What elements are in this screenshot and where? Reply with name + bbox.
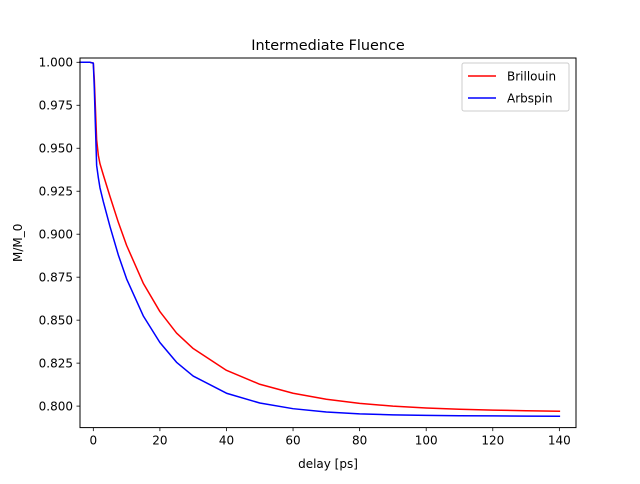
- plot-frame: [79, 57, 577, 429]
- x-tick-label: 120: [481, 434, 504, 448]
- legend-label-brillouin: Brillouin: [507, 70, 556, 84]
- y-tick-label: 0.875: [39, 270, 73, 284]
- x-tick-label: 20: [152, 434, 167, 448]
- legend-box: [461, 62, 570, 112]
- x-tick-label: 80: [352, 434, 367, 448]
- y-axis: 0.800 0.825 0.850 0.875 0.900 0.925 0.950 0.975…: [39, 56, 80, 413]
- x-axis: 0 20 40 60 80 100 120 140: [89, 427, 571, 448]
- y-axis-label: M/M_0: [11, 224, 25, 262]
- y-tick-label: 0.925: [39, 185, 73, 199]
- x-tick-label: 0: [89, 434, 97, 448]
- y-tick-label: 0.825: [39, 356, 73, 370]
- y-tick-label: 0.975: [39, 99, 73, 113]
- x-tick-label: 140: [548, 434, 571, 448]
- x-tick-label: 60: [285, 434, 300, 448]
- series-line-arbspin: [79, 61, 561, 418]
- series-layer: [79, 61, 561, 418]
- y-tick-label: 0.850: [39, 313, 73, 327]
- y-tick-label: 0.900: [39, 228, 73, 242]
- y-tick-label: 0.950: [39, 142, 73, 156]
- legend: Brillouin Arbspin: [461, 62, 570, 112]
- legend-label-arbspin: Arbspin: [507, 92, 553, 106]
- y-tick-label: 0.800: [39, 399, 73, 413]
- x-tick-label: 40: [219, 434, 234, 448]
- x-tick-label: 100: [415, 434, 438, 448]
- x-axis-label: delay [ps]: [298, 457, 358, 471]
- y-tick-label: 1.000: [39, 56, 73, 70]
- chart-title: Intermediate Fluence: [251, 38, 405, 54]
